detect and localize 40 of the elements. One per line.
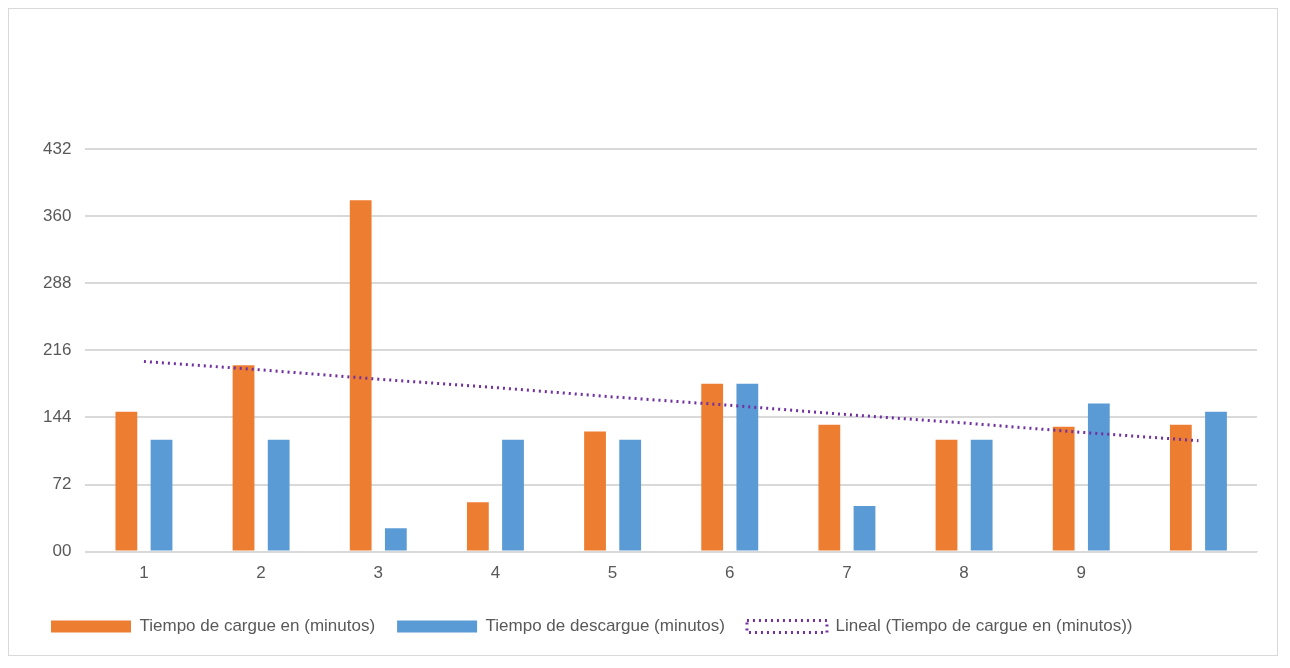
y-tick-label: 432 — [42, 138, 72, 158]
bar — [1205, 411, 1227, 551]
bar — [818, 424, 841, 551]
bar — [701, 383, 724, 551]
y-tick-label: 144 — [42, 407, 72, 427]
bar — [232, 365, 255, 551]
bar — [502, 439, 524, 551]
y-tick-label: 288 — [42, 272, 72, 292]
x-tick-label: 1 — [139, 563, 149, 583]
y-tick-label: 216 — [42, 339, 72, 359]
y-tick-label: 00 — [52, 541, 72, 561]
bar — [267, 439, 290, 551]
y-tick-label: 72 — [52, 474, 72, 494]
bar — [970, 439, 993, 551]
y-tick-label: 360 — [42, 205, 72, 225]
line-series — [142, 359, 1200, 443]
bar — [150, 439, 173, 551]
bar — [853, 505, 876, 551]
bar — [584, 431, 606, 551]
bar — [1087, 403, 1110, 551]
x-tick-label: 4 — [490, 563, 501, 583]
x-tick-label: 9 — [1076, 563, 1086, 583]
x-tick-label: 2 — [256, 563, 266, 583]
bar — [466, 502, 489, 551]
bar — [736, 383, 759, 551]
bar — [115, 411, 138, 551]
x-tick-label: 6 — [725, 563, 735, 583]
x-tick-label: 7 — [842, 563, 852, 583]
legend-label: Tiempo de cargue en (minutos) — [139, 616, 376, 636]
bar — [1169, 424, 1192, 551]
bar — [619, 439, 642, 551]
x-tick-label: 5 — [607, 563, 618, 583]
x-tick-label: 3 — [373, 563, 384, 583]
bar — [935, 439, 958, 551]
legend-label: Tiempo de descargue (minutos) — [485, 616, 725, 636]
bar — [1052, 426, 1075, 551]
bar — [349, 200, 372, 551]
bar — [384, 528, 407, 551]
legend-label: Lineal (Tiempo de cargue en (minutos)) — [835, 616, 1133, 636]
x-tick-label: 8 — [959, 563, 969, 583]
